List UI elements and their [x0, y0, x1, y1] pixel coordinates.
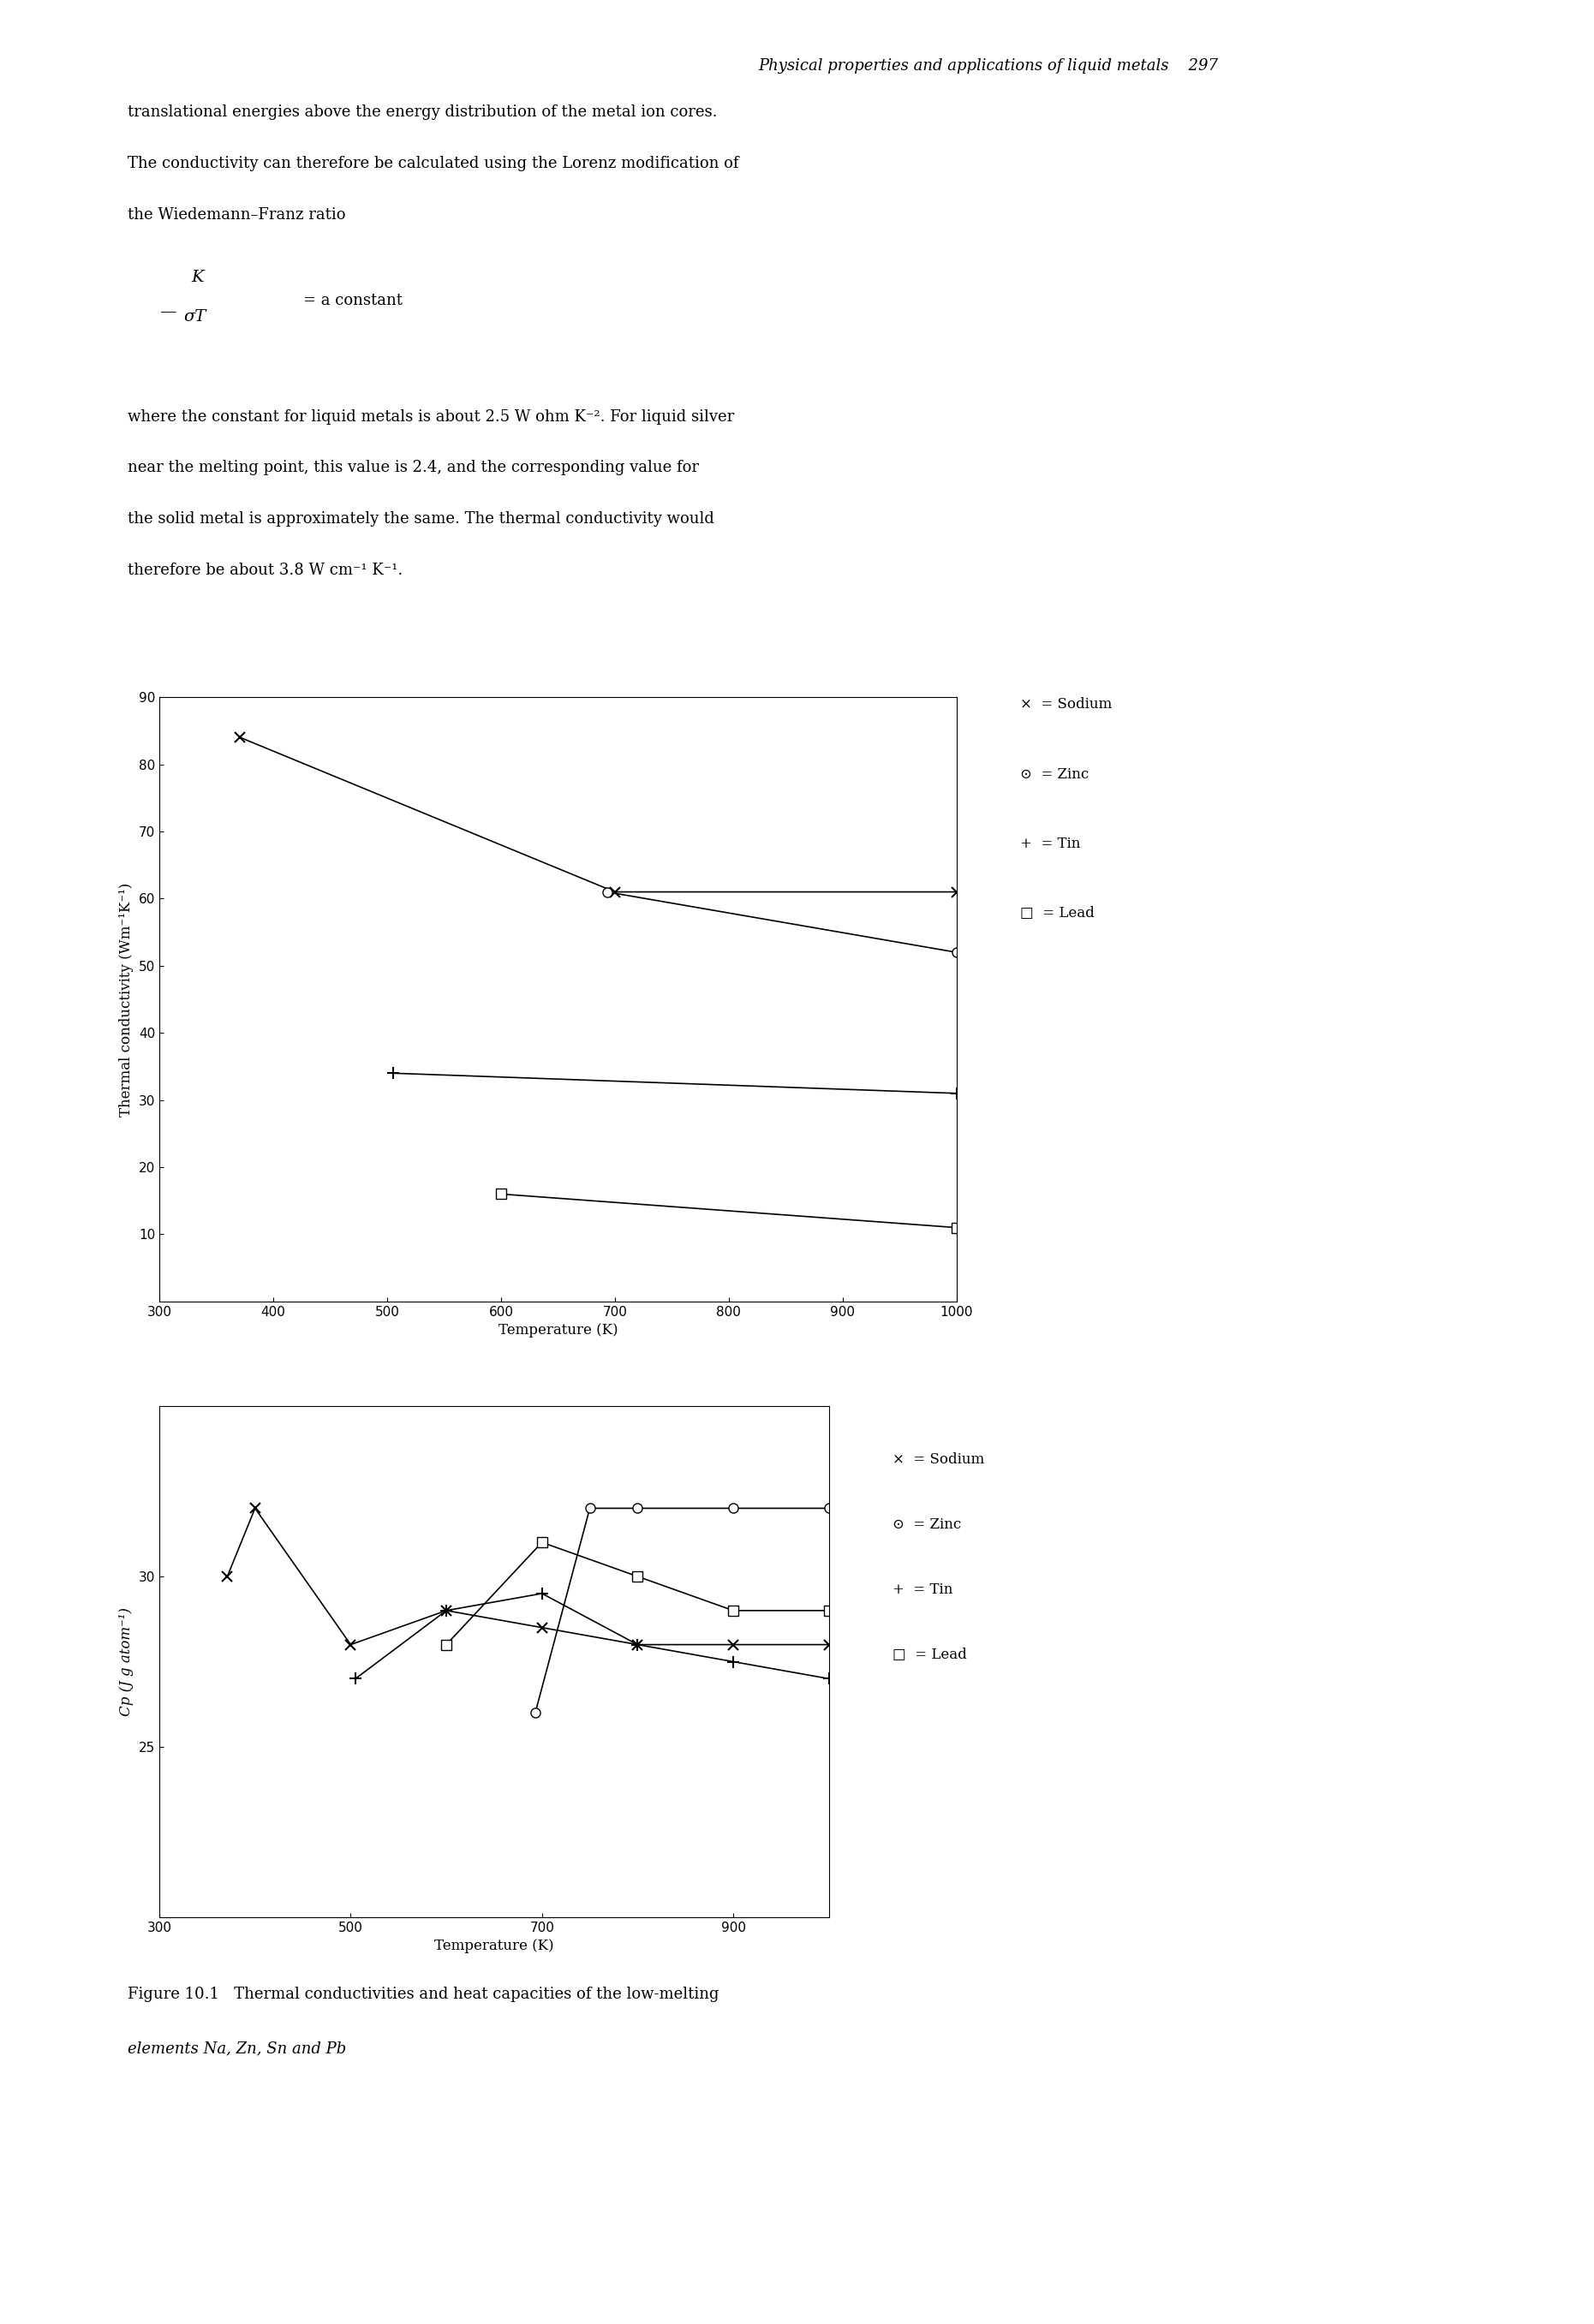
Text: K: K — [191, 270, 204, 286]
Text: □  = Lead: □ = Lead — [893, 1648, 968, 1662]
X-axis label: Temperature (K): Temperature (K) — [434, 1938, 555, 1954]
Text: elements Na, Zn, Sn and Pb: elements Na, Zn, Sn and Pb — [128, 2040, 346, 2057]
Text: Figure 10.1   Thermal conductivities and heat capacities of the low-melting: Figure 10.1 Thermal conductivities and h… — [128, 1987, 719, 2003]
Text: +  = Tin: + = Tin — [893, 1583, 953, 1597]
Text: near the melting point, this value is 2.4, and the corresponding value for: near the melting point, this value is 2.… — [128, 460, 698, 476]
Text: —: — — [159, 304, 175, 321]
Text: ⊙  = Zinc: ⊙ = Zinc — [893, 1518, 961, 1532]
Text: the Wiedemann–Franz ratio: the Wiedemann–Franz ratio — [128, 207, 346, 223]
Text: therefore be about 3.8 W cm⁻¹ K⁻¹.: therefore be about 3.8 W cm⁻¹ K⁻¹. — [128, 562, 403, 579]
Text: The conductivity can therefore be calculated using the Lorenz modification of: The conductivity can therefore be calcul… — [128, 156, 738, 172]
Text: σT: σT — [183, 309, 206, 325]
Text: ×  = Sodium: × = Sodium — [893, 1452, 985, 1466]
Text: ⊙  = Zinc: ⊙ = Zinc — [1020, 767, 1089, 781]
Text: translational energies above the energy distribution of the metal ion cores.: translational energies above the energy … — [128, 105, 717, 121]
Text: where the constant for liquid metals is about 2.5 W ohm K⁻². For liquid silver: where the constant for liquid metals is … — [128, 409, 735, 425]
Y-axis label: Cp (J g atom⁻¹): Cp (J g atom⁻¹) — [120, 1608, 134, 1715]
Text: +  = Tin: + = Tin — [1020, 837, 1081, 851]
Text: = a constant: = a constant — [303, 293, 402, 309]
Text: the solid metal is approximately the same. The thermal conductivity would: the solid metal is approximately the sam… — [128, 511, 714, 528]
X-axis label: Temperature (K): Temperature (K) — [497, 1322, 618, 1339]
Y-axis label: Thermal conductivity (Wm⁻¹K⁻¹): Thermal conductivity (Wm⁻¹K⁻¹) — [120, 883, 134, 1116]
Text: □  = Lead: □ = Lead — [1020, 906, 1095, 920]
Text: Physical properties and applications of liquid metals    297: Physical properties and applications of … — [759, 58, 1218, 74]
Text: ×  = Sodium: × = Sodium — [1020, 697, 1113, 711]
